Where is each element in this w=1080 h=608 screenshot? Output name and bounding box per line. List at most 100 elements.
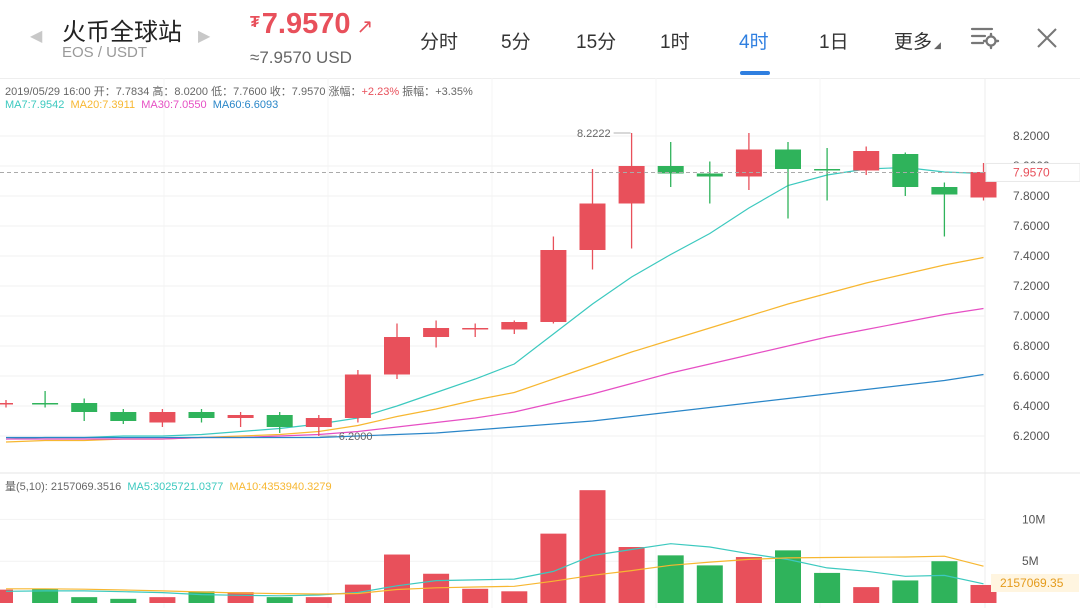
volume-bar	[501, 591, 528, 603]
change-percent: +2.23%	[361, 86, 400, 98]
price-value: 7.9570	[261, 8, 351, 40]
candle-body	[892, 154, 919, 187]
volume-bar	[32, 588, 59, 603]
candle-body	[931, 187, 958, 195]
volume-bar	[266, 597, 293, 603]
tab-4hour[interactable]: 4时	[739, 32, 769, 53]
ma-lines	[5, 166, 984, 443]
volume-bar	[579, 490, 606, 603]
tab-more[interactable]: 更多 ◢	[894, 27, 941, 54]
volume-bar	[305, 597, 332, 603]
candle-body	[0, 403, 13, 405]
volume-bar	[227, 592, 254, 603]
price-tick-label: 8.2000	[1013, 129, 1050, 143]
volume-bar	[110, 598, 137, 603]
candle-body	[344, 374, 371, 418]
volume-bar	[0, 589, 13, 603]
volume-bar	[735, 557, 762, 603]
ma7-line	[5, 166, 984, 440]
price-tick-label: 7.2000	[1013, 279, 1050, 293]
candle-body	[32, 403, 59, 405]
candle-body	[540, 250, 567, 322]
ma60-legend: MA60:6.6093	[212, 99, 279, 111]
ma20-legend: MA20:7.3911	[70, 99, 136, 111]
price-tick-label: 7.0000	[1013, 309, 1050, 323]
tab-15min[interactable]: 15分	[576, 32, 617, 53]
candle-body	[462, 328, 489, 330]
candle-body	[149, 412, 176, 423]
tab-time-share[interactable]: 分时	[420, 32, 459, 53]
volume-tick-label: 5M	[1022, 554, 1039, 568]
low-price-label: 6.2000	[339, 431, 373, 443]
candle-body	[501, 322, 528, 330]
currency-symbol: ₮	[250, 14, 260, 31]
chart-grid	[0, 78, 1080, 608]
pair-symbol: EOS / USDT	[62, 44, 148, 61]
vol-ma5-legend: MA5:3025721.0377	[127, 481, 224, 493]
pair-name: 火币全球站	[62, 19, 182, 46]
caret-down-icon: ◢	[934, 40, 941, 50]
amplitude-value: +3.35%	[435, 86, 473, 98]
price-tick-label: 6.4000	[1013, 399, 1050, 413]
settings-sliders-icon[interactable]	[970, 25, 1000, 51]
candle-body	[853, 151, 880, 171]
ma60-line	[6, 373, 984, 439]
volume-bar	[618, 547, 645, 603]
candle-info-line: 2019/05/29 16:00 开：7.7834 高：8.0200 低：7.7…	[5, 83, 473, 99]
price-tick-label: 6.6000	[1013, 369, 1050, 383]
tab-1day[interactable]: 1日	[819, 32, 849, 53]
tab-more-label: 更多	[894, 32, 933, 53]
active-tab-indicator	[740, 71, 770, 75]
volume-bar	[71, 597, 98, 603]
candle-body	[266, 415, 293, 427]
volume-bar	[657, 555, 684, 603]
current-price: ₮7.9570 ↗	[250, 8, 373, 41]
price-tick-label: 7.4000	[1013, 249, 1050, 263]
volume-bar	[892, 580, 919, 603]
up-arrow-icon: ↗	[356, 16, 374, 38]
ma30-line	[6, 307, 984, 440]
ma7-legend: MA7:7.9542	[5, 99, 65, 111]
candle-body	[384, 337, 410, 375]
last-price-label: 7.9570	[1013, 165, 1050, 179]
candle-body	[423, 328, 450, 337]
candle-body	[618, 166, 645, 204]
amplitude-label: 振幅：	[399, 86, 436, 98]
volume-ma5-line	[5, 543, 984, 597]
candle-body	[579, 203, 606, 250]
price-tick-label: 7.6000	[1013, 219, 1050, 233]
candle-ohlc: 2019/05/29 16:00 开：7.7834 高：8.0200 低：7.7…	[5, 86, 362, 98]
price-axis: 8.20008.00007.80007.60007.40007.20007.00…	[0, 128, 1080, 443]
volume-tick-label: 10M	[1022, 512, 1045, 526]
candle-body	[305, 418, 332, 427]
price-usd: ≈7.9570 USD	[250, 48, 352, 67]
tab-1hour[interactable]: 1时	[660, 32, 690, 53]
candle-body	[227, 415, 254, 418]
candle-body	[657, 166, 684, 174]
candle-body	[188, 412, 215, 418]
prev-pair-arrow-icon[interactable]: ◀	[30, 28, 43, 45]
vol-ma10-legend: MA10:4353940.3279	[229, 481, 332, 493]
volume-bar	[931, 561, 958, 603]
volume-bar	[462, 588, 489, 603]
top-bar: ◀ 火币全球站 EOS / USDT ▶ ₮7.9570 ↗ ≈7.9570 US…	[0, 0, 1080, 79]
price-tick-label: 6.8000	[1013, 339, 1050, 353]
volume-bar	[970, 584, 997, 603]
volume-legend: 量(5,10): 2157069.3516 MA5:3025721.0377 M…	[5, 478, 332, 494]
kline-chart[interactable]: 8.20008.00007.80007.60007.40007.20007.00…	[0, 78, 1080, 608]
next-pair-arrow-icon[interactable]: ▶	[198, 28, 211, 45]
candle-body	[110, 412, 137, 421]
last-price-tag	[985, 162, 1080, 182]
close-icon[interactable]	[1036, 27, 1058, 49]
candle-body	[775, 149, 801, 169]
volume-bar	[814, 572, 841, 603]
volume-ma10-line	[6, 555, 984, 595]
tab-5min[interactable]: 5分	[501, 32, 531, 53]
price-tick-label: 6.2000	[1013, 429, 1050, 443]
volume-bar	[696, 565, 723, 603]
volume-last-label: 2157069.35	[1000, 576, 1064, 590]
ma30-legend: MA30:7.0550	[141, 99, 207, 111]
ma-legend: MA7:7.9542 MA20:7.3911 MA30:7.0550 MA60:…	[5, 99, 278, 111]
volume-bar	[149, 597, 176, 603]
candle-body	[71, 403, 98, 412]
